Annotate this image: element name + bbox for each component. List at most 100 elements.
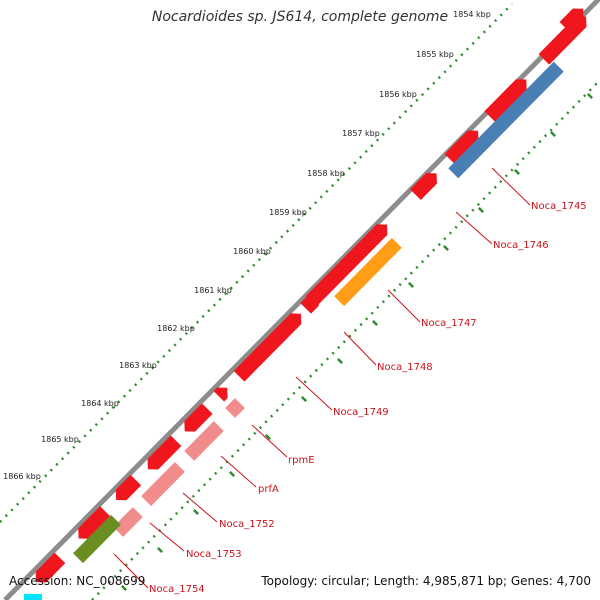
gene-label-rpme: rpmE <box>288 455 315 466</box>
gene-fwd-10 <box>147 435 182 470</box>
gene-fwd-12-shape <box>78 506 111 539</box>
gene-fwd-4 <box>410 173 437 200</box>
gene-fwd-5-shape <box>305 224 388 307</box>
tick-label: 1855 kbp <box>416 50 454 59</box>
gene-pink-prfa <box>184 421 224 461</box>
leader-noca-1749 <box>295 376 333 411</box>
leader-noca-1752 <box>182 492 218 523</box>
gene-fwd-8 <box>213 387 228 402</box>
gene-fwd-3 <box>444 130 479 165</box>
major-tick <box>371 320 379 326</box>
gene-label-noca-1754: Noca_1754 <box>149 584 205 595</box>
topology-summary: Topology: circular; Length: 4,985,871 bp… <box>261 574 591 588</box>
gene-fwd-9 <box>184 403 213 432</box>
gene-fwd-6-shape <box>300 295 319 314</box>
major-tick <box>192 509 200 515</box>
gene-blue-noca-1746-shape <box>448 61 564 179</box>
gene-pink-prfa-shape <box>184 421 224 461</box>
gene-orange-noca-1747 <box>334 237 402 307</box>
gene-label-prfa: prfA <box>258 484 279 495</box>
label-leader-lines <box>113 167 531 589</box>
gene-fwd-14-shape <box>559 8 584 33</box>
leader-noca-1746 <box>455 211 493 245</box>
gene-label-noca-1752: Noca_1752 <box>219 519 275 530</box>
gene-fwd-14 <box>559 8 584 33</box>
gene-fwd-1 <box>538 16 587 65</box>
tick-label: 1859 kbp <box>269 208 307 217</box>
gene-fwd-2-shape <box>484 79 527 122</box>
leader-noca-1747 <box>387 289 421 323</box>
gene-fwd-3-shape <box>444 130 479 165</box>
major-tick <box>156 547 164 553</box>
gene-fwd-8-shape <box>213 387 228 402</box>
tick-label: 1858 kbp <box>307 169 345 178</box>
major-tick <box>228 471 236 477</box>
leader-rpme <box>251 424 288 458</box>
major-tick <box>336 358 344 364</box>
gene-fwd-6 <box>300 295 319 314</box>
gene-label-noca-1749: Noca_1749 <box>333 407 389 418</box>
gene-green-noca-1754-shape <box>73 514 121 564</box>
gene-green-noca-1754 <box>73 514 121 564</box>
gene-pink-rpme <box>225 398 245 418</box>
major-tick <box>407 282 415 288</box>
scale-ticks: 1854 kbp 1855 kbp 1856 kbp 1857 kbp 1858 kbp… <box>3 10 491 481</box>
accession-text: Accession: NC_008699 <box>9 574 146 588</box>
gene-pink-noca-1752-shape <box>141 462 185 506</box>
leader-noca-1754 <box>113 553 149 589</box>
tick-label: 1862 kbp <box>157 324 195 333</box>
major-tick <box>120 585 128 591</box>
leader-noca-1745 <box>491 167 531 206</box>
tick-label: 1864 kbp <box>81 399 119 408</box>
gene-fwd-7 <box>233 313 302 382</box>
gene-fwd-10-shape <box>147 435 182 470</box>
gene-fwd-11 <box>115 474 142 501</box>
tick-label: 1861 kbp <box>194 286 232 295</box>
gene-labels: Noca_1745 Noca_1746 Noca_1747 Noca_1748 Noca… <box>149 201 587 595</box>
major-tick <box>513 169 521 175</box>
tick-label: 1857 kbp <box>342 129 380 138</box>
gene-label-noca-1745: Noca_1745 <box>531 201 587 212</box>
gene-fwd-13-shape <box>35 552 66 583</box>
gene-blue-noca-1746 <box>448 61 564 179</box>
major-tick <box>549 131 557 137</box>
major-ticks <box>120 93 594 591</box>
gene-orange-noca-1747-shape <box>334 237 402 307</box>
gene-fwd-12 <box>78 506 111 539</box>
gene-fwd-9-shape <box>184 403 213 432</box>
gene-fwd-1-shape <box>538 16 587 65</box>
gene-pink-rpme-shape <box>225 398 245 418</box>
major-tick <box>586 93 594 99</box>
outer-tick-track <box>0 3 513 523</box>
gene-label-noca-1747: Noca_1747 <box>421 318 477 329</box>
tick-label: 1854 kbp <box>453 10 491 19</box>
gene-label-noca-1746: Noca_1746 <box>493 240 549 251</box>
tick-label: 1863 kbp <box>119 361 157 370</box>
gene-label-noca-1753: Noca_1753 <box>186 549 242 560</box>
gene-pink-noca-1752 <box>141 462 185 506</box>
gene-fwd-11-shape <box>115 474 142 501</box>
inner-tick-track <box>91 79 600 600</box>
major-tick <box>300 396 308 402</box>
genome-title: Nocardioides sp. JS614, complete genome <box>151 9 449 25</box>
gene-fwd-7-shape <box>233 313 302 382</box>
gene-pink-noca-1753-shape <box>113 507 143 537</box>
gene-fwd-2 <box>484 79 527 122</box>
gene-fwd-13 <box>35 552 66 583</box>
major-tick <box>264 434 272 440</box>
leader-noca-1748 <box>343 331 377 366</box>
tick-label: 1866 kbp <box>3 472 41 481</box>
gene-cyan-partial <box>24 594 42 600</box>
major-tick <box>442 245 450 251</box>
gene-label-noca-1748: Noca_1748 <box>377 362 433 373</box>
gene-pink-noca-1753 <box>113 507 143 537</box>
major-tick <box>477 207 485 213</box>
gene-features <box>24 8 587 600</box>
gene-fwd-5 <box>305 224 388 307</box>
gene-fwd-4-shape <box>410 173 437 200</box>
tick-label: 1865 kbp <box>41 435 79 444</box>
tick-label: 1856 kbp <box>379 90 417 99</box>
tick-label: 1860 kbp <box>233 247 271 256</box>
leader-prfa <box>220 455 257 488</box>
